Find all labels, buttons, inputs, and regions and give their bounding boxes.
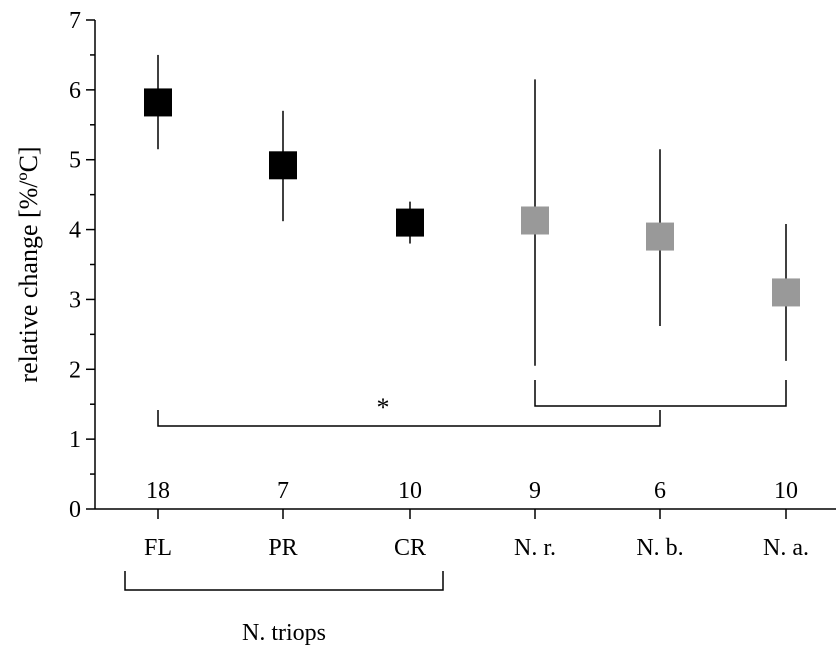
y-tick-label: 7 [69, 8, 81, 34]
count-label: 10 [398, 478, 422, 504]
x-tick-label: CR [394, 535, 426, 561]
data-point [396, 208, 424, 237]
group-label: N. triops [242, 620, 326, 646]
y-tick-label: 4 [69, 218, 81, 244]
axes [94, 20, 836, 510]
data-series [144, 54, 800, 366]
sample-counts: 18 7 10 9 6 10 [146, 478, 798, 504]
y-tick-label: 5 [69, 148, 81, 174]
data-point [646, 222, 674, 251]
x-tick-label: FL [144, 535, 172, 561]
data-point [144, 88, 172, 117]
comparison-bracket [534, 380, 787, 407]
data-point [521, 206, 549, 235]
group-bracket [124, 571, 444, 591]
data-point [269, 151, 297, 180]
significance-label: * [377, 393, 390, 422]
y-axis-label: relative change [%/ºC] [14, 146, 43, 382]
count-label: 7 [277, 478, 289, 504]
count-label: 9 [529, 478, 541, 504]
y-tick-label: 0 [69, 497, 81, 523]
x-ticks: FL PR CR N. r. N. b. N. a. [144, 509, 809, 561]
x-tick-label: PR [268, 535, 297, 561]
x-tick-label: N. r. [514, 535, 556, 561]
y-ticks: 0 1 2 3 4 5 6 7 [69, 8, 95, 523]
significance-bracket [157, 410, 661, 427]
brackets [124, 380, 787, 591]
y-tick-label: 2 [69, 357, 81, 383]
count-label: 18 [146, 478, 170, 504]
x-tick-label: N. b. [636, 535, 683, 561]
x-tick-label: N. a. [763, 535, 809, 561]
count-label: 6 [654, 478, 666, 504]
count-label: 10 [774, 478, 798, 504]
y-tick-label: 3 [69, 287, 81, 313]
data-point [772, 278, 800, 307]
y-tick-label: 6 [69, 78, 81, 104]
y-tick-label: 1 [69, 427, 81, 453]
